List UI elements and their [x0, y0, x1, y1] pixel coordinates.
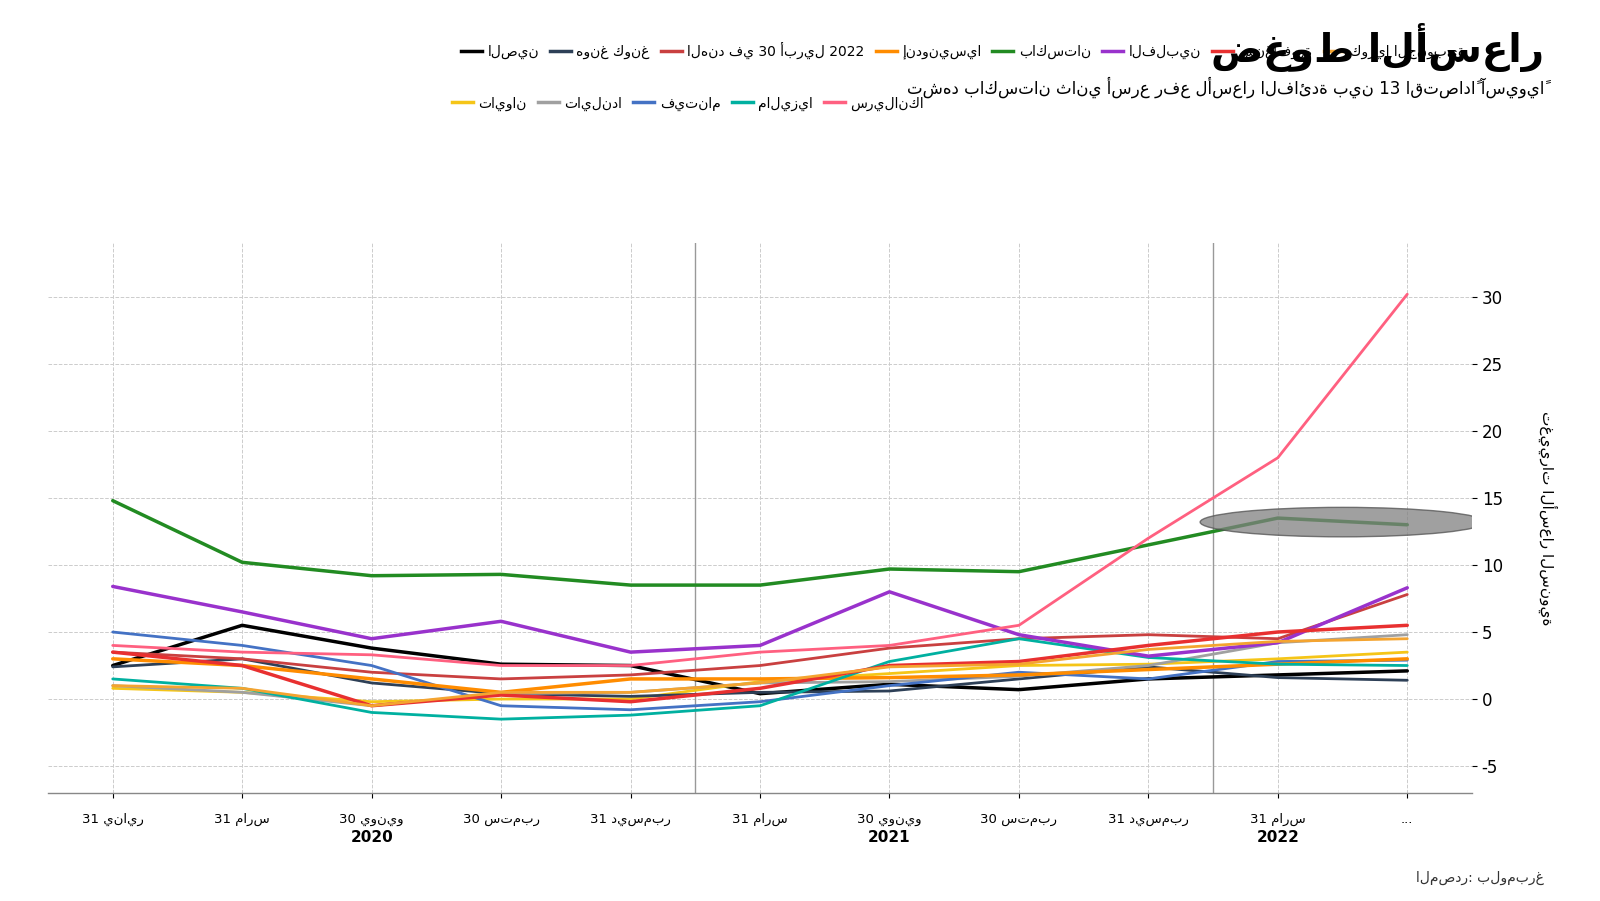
Text: ضغوط الأسعار: ضغوط الأسعار: [1211, 23, 1544, 71]
Text: ...: ...: [1402, 813, 1413, 826]
Text: 30 يونيو: 30 يونيو: [339, 813, 403, 826]
Text: 31 مارس: 31 مارس: [733, 813, 787, 826]
Text: 2020: 2020: [350, 831, 394, 845]
Text: المصدر: بلومبرغ: المصدر: بلومبرغ: [1416, 870, 1544, 885]
Text: 31 يناير: 31 يناير: [82, 813, 144, 826]
Text: 31 ديسمبر: 31 ديسمبر: [590, 813, 670, 826]
Text: تشهد باكستان ثاني أسرع رفع لأسعار الفائدة بين 13 اقتصاداً آسيوياً: تشهد باكستان ثاني أسرع رفع لأسعار الفائد…: [907, 77, 1544, 98]
Legend: تايوان, تايلندا, فيتنام, ماليزيا, سريلانكا: تايوان, تايلندا, فيتنام, ماليزيا, سريلان…: [453, 96, 923, 111]
Text: 31 ديسمبر: 31 ديسمبر: [1107, 813, 1189, 826]
Text: 2021: 2021: [869, 831, 910, 845]
Circle shape: [1200, 507, 1485, 537]
Text: 31 مارس: 31 مارس: [214, 813, 270, 826]
Text: 31 مارس: 31 مارس: [1250, 813, 1306, 826]
Text: 2022: 2022: [1256, 831, 1299, 845]
Text: 30 ستمبر: 30 ستمبر: [462, 813, 539, 826]
Text: 30 ستمبر: 30 ستمبر: [981, 813, 1058, 826]
Y-axis label: تغييرات الأسعار السنوية: تغييرات الأسعار السنوية: [1538, 411, 1557, 625]
Text: 30 يونيو: 30 يونيو: [858, 813, 922, 826]
